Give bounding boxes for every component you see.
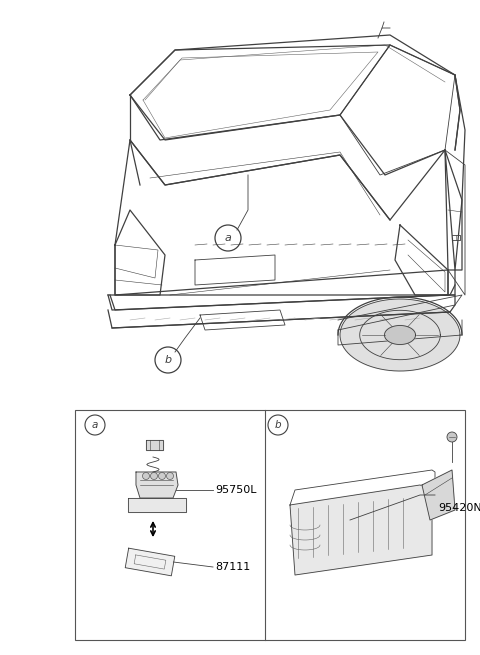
- Polygon shape: [290, 485, 432, 575]
- Circle shape: [151, 472, 157, 479]
- Circle shape: [167, 472, 173, 479]
- Polygon shape: [125, 548, 175, 576]
- Text: 95750L: 95750L: [215, 485, 256, 495]
- Polygon shape: [340, 299, 460, 371]
- Bar: [75, 410, 465, 640]
- Circle shape: [143, 472, 149, 479]
- Text: a: a: [225, 233, 231, 243]
- Polygon shape: [422, 470, 455, 520]
- Circle shape: [158, 472, 166, 479]
- Text: b: b: [275, 420, 281, 430]
- Polygon shape: [128, 498, 186, 512]
- Text: b: b: [165, 355, 171, 365]
- Polygon shape: [136, 472, 178, 498]
- Polygon shape: [146, 440, 163, 450]
- Text: 95420N: 95420N: [438, 503, 480, 513]
- Text: 87111: 87111: [215, 562, 250, 572]
- Circle shape: [447, 432, 457, 442]
- Polygon shape: [384, 326, 416, 345]
- Text: a: a: [92, 420, 98, 430]
